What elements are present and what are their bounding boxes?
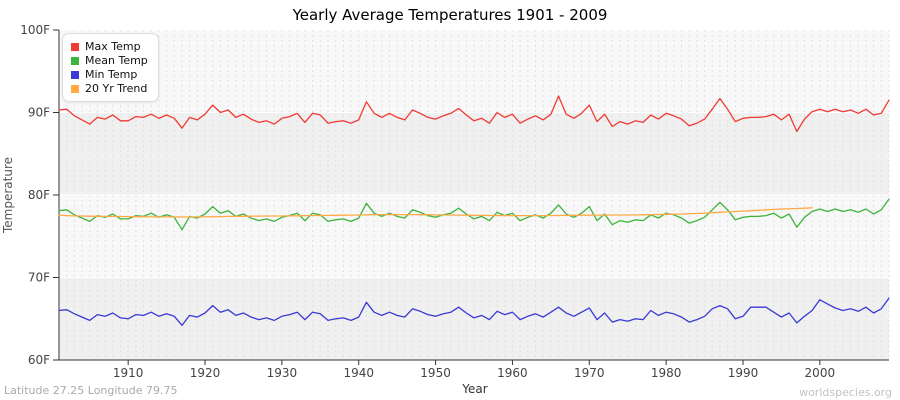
x-tick-label: 1920 [190, 366, 221, 380]
chart-title: Yearly Average Temperatures 1901 - 2009 [292, 6, 608, 24]
y-tick-label: 100F [20, 23, 50, 37]
legend-label: Mean Temp [85, 54, 148, 67]
min-temp-line [58, 297, 890, 326]
trend-swatch-icon [71, 84, 79, 93]
legend: Max Temp Mean Temp Min Temp 20 Yr Trend [62, 33, 159, 102]
x-tick-label: 1910 [113, 366, 144, 380]
y-tick-label: 90F [28, 106, 50, 120]
20-yr-trend-line [58, 207, 813, 218]
y-tick-label: 80F [28, 188, 50, 202]
max-temp-line [58, 95, 890, 133]
mean-temp-swatch-icon [71, 56, 79, 65]
y-tick-label: 60F [28, 353, 50, 367]
y-tick-label: 70F [28, 271, 50, 285]
x-tick-label: 1970 [574, 366, 605, 380]
max-temp-swatch-icon [71, 42, 79, 51]
legend-item-min-temp: Min Temp [71, 68, 148, 81]
x-tick-label: 1960 [497, 366, 528, 380]
watermark: worldspecies.org [799, 386, 892, 399]
x-tick-label: 1930 [267, 366, 298, 380]
legend-item-max-temp: Max Temp [71, 40, 148, 53]
legend-item-mean-temp: Mean Temp [71, 54, 148, 67]
x-tick-label: 2000 [805, 366, 836, 380]
x-tick-label: 1940 [343, 366, 374, 380]
legend-label: 20 Yr Trend [85, 82, 148, 95]
grid-band [59, 112, 889, 195]
x-axis-title: Year [462, 382, 488, 396]
x-tick-label: 1990 [728, 366, 759, 380]
legend-label: Min Temp [85, 68, 138, 81]
legend-label: Max Temp [85, 40, 141, 53]
legend-item-20yr-trend: 20 Yr Trend [71, 82, 148, 95]
coordinates-caption: Latitude 27.25 Longitude 79.75 [4, 384, 178, 397]
grid-band [59, 277, 889, 360]
y-axis-title: Temperature [1, 157, 15, 234]
x-tick-label: 1980 [651, 366, 682, 380]
x-tick-label: 1950 [420, 366, 451, 380]
mean-temp-line [58, 198, 890, 231]
min-temp-swatch-icon [71, 70, 79, 79]
